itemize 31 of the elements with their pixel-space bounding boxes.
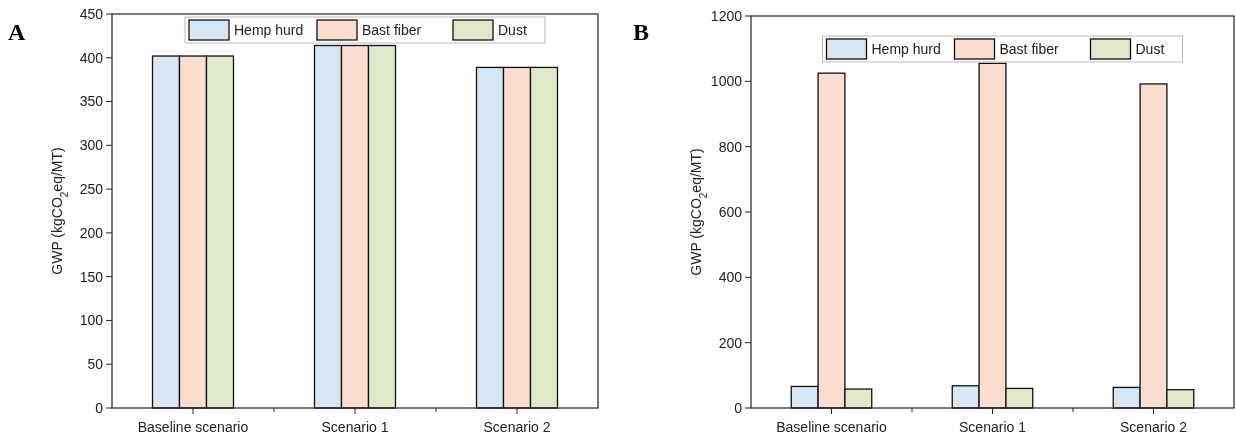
x-tick-label: Baseline scenario [776, 419, 887, 435]
y-tick-label: 600 [718, 203, 743, 220]
y-tick-label: 1200 [710, 7, 743, 24]
y-tick-label: 300 [79, 137, 104, 154]
y-tick-label: 250 [79, 181, 104, 198]
y-tick-label: 400 [79, 49, 104, 66]
legend-label: Dust [1135, 40, 1165, 57]
y-tick-label: 450 [79, 5, 104, 22]
legend-label: Hemp hurd [234, 21, 304, 38]
y-tick-label: 800 [718, 138, 743, 155]
legend-label: Bast fiber [999, 40, 1059, 57]
text: B [633, 19, 650, 45]
legend-label: Bast fiber [362, 21, 422, 38]
y-tick-label: 200 [79, 224, 104, 241]
y-tick-label: 350 [79, 93, 104, 110]
x-tick-label: Scenario 1 [959, 419, 1027, 435]
x-tick-label: Scenario 2 [483, 419, 551, 435]
y-tick-label: 100 [79, 312, 104, 329]
y-tick-label: 0 [95, 399, 104, 416]
x-tick-label: Scenario 1 [321, 419, 389, 435]
y-tick-label: 50 [87, 356, 104, 373]
y-tick-label: 150 [79, 268, 104, 285]
y-tick-label: 1000 [710, 73, 743, 90]
legend-label: Dust [498, 21, 527, 38]
y-tick-label: 200 [718, 334, 743, 351]
legend-label: Hemp hurd [871, 40, 941, 57]
x-tick-label: Baseline scenario [137, 419, 249, 435]
y-tick-label: 0 [734, 399, 743, 416]
y-tick-label: 400 [718, 269, 743, 286]
x-tick-label: Scenario 2 [1120, 419, 1188, 435]
text: A [8, 19, 26, 45]
